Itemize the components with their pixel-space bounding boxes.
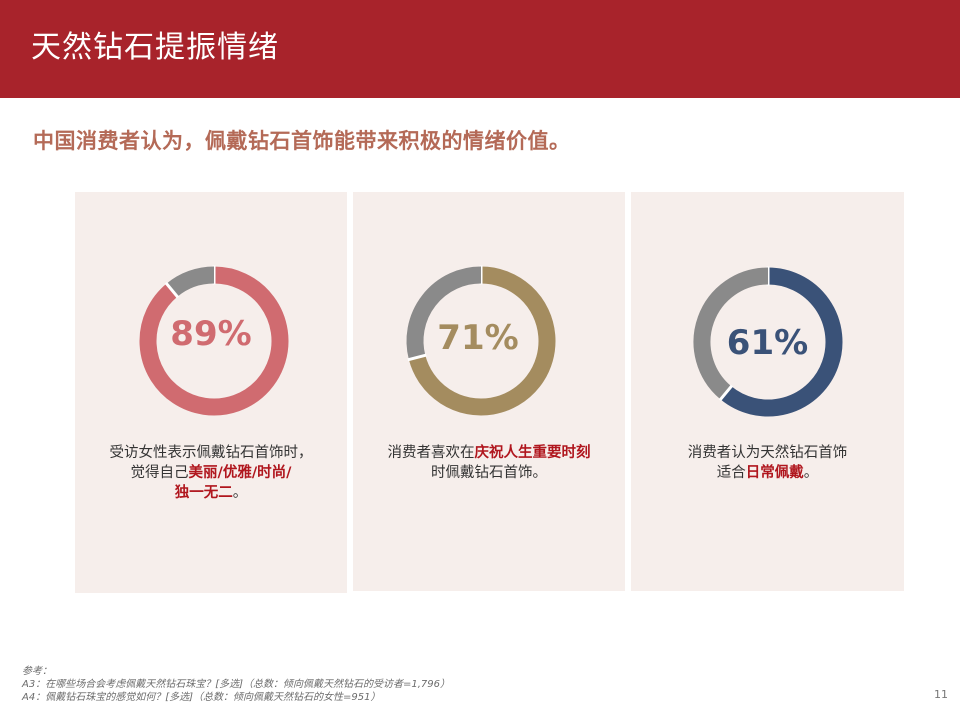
- header-bar: 天然钻石提振情绪: [0, 0, 960, 98]
- desc-1-highlight-a: 美丽/优雅/时尚/: [188, 465, 292, 481]
- desc-3-text-c: 。: [803, 465, 819, 481]
- donut-2-separator: [407, 353, 427, 362]
- footnotes: 参考： A3：在哪些场合会考虑佩戴天然钻石珠宝？[多选]（总数：倾向佩戴天然钻石…: [22, 665, 450, 704]
- donut-label-2: 71%: [437, 318, 519, 358]
- donut-3-separator: [718, 384, 734, 402]
- donut-1-separator: [164, 281, 180, 299]
- desc-1-text-b: 觉得自己: [130, 465, 189, 481]
- page-number: 11: [934, 688, 948, 701]
- donut-label-3: 61%: [726, 323, 809, 363]
- desc-2-text-b: 时佩戴钻石首饰。: [431, 465, 547, 481]
- desc-3-text-a: 消费者认为天然钻石首饰: [687, 445, 848, 461]
- stat-panel-2: 71% 消费者喜欢在庆祝人生重要时刻 时佩戴钻石首饰。: [353, 192, 625, 591]
- desc-1-highlight-b: 独一无二: [174, 485, 233, 501]
- desc-3-highlight: 日常佩戴: [745, 465, 804, 481]
- donut-2-value-arc: [408, 266, 556, 416]
- desc-3-text-b: 适合: [716, 465, 746, 481]
- stat-description-3: 消费者认为天然钻石首饰 适合日常佩戴。: [631, 443, 904, 483]
- donut-label-1: 89%: [170, 314, 252, 354]
- stat-panel-3: 61% 消费者认为天然钻石首饰 适合日常佩戴。: [631, 192, 904, 591]
- donut-3-remainder-arc: [693, 267, 769, 400]
- desc-1-text-a: 受访女性表示佩戴钻石首饰时，: [109, 445, 313, 461]
- desc-2-highlight: 庆祝人生重要时刻: [474, 445, 591, 461]
- donut-chart-2: [406, 265, 556, 416]
- stat-panel-1: 89% 受访女性表示佩戴钻石首饰时， 觉得自己美丽/优雅/时尚/ 独一无二。: [75, 192, 347, 593]
- donut-chart-1: [139, 265, 289, 416]
- page-title: 天然钻石提振情绪: [31, 30, 279, 65]
- donut-2-remainder-arc: [406, 266, 482, 360]
- donut-1-remainder-arc: [166, 266, 215, 297]
- donut-chart-3: [693, 266, 843, 417]
- stat-description-2: 消费者喜欢在庆祝人生重要时刻 时佩戴钻石首饰。: [353, 443, 625, 483]
- desc-2-text-a: 消费者喜欢在: [387, 445, 475, 461]
- desc-1-text-c: 。: [232, 485, 248, 501]
- donut-1-value-arc: [139, 266, 289, 416]
- stat-description-1: 受访女性表示佩戴钻石首饰时， 觉得自己美丽/优雅/时尚/ 独一无二。: [75, 443, 347, 503]
- footnote-a4: A4：佩戴钻石珠宝的感觉如何？[多选]（总数：倾向佩戴天然钻石的女性=951）: [22, 692, 381, 703]
- subtitle: 中国消费者认为，佩戴钻石首饰能带来积极的情绪价值。: [33, 129, 571, 153]
- footnote-heading: 参考：: [22, 666, 52, 677]
- donut-3-value-arc: [720, 267, 843, 417]
- footnote-a3: A3：在哪些场合会考虑佩戴天然钻石珠宝？[多选]（总数：倾向佩戴天然钻石的受访者…: [22, 679, 451, 690]
